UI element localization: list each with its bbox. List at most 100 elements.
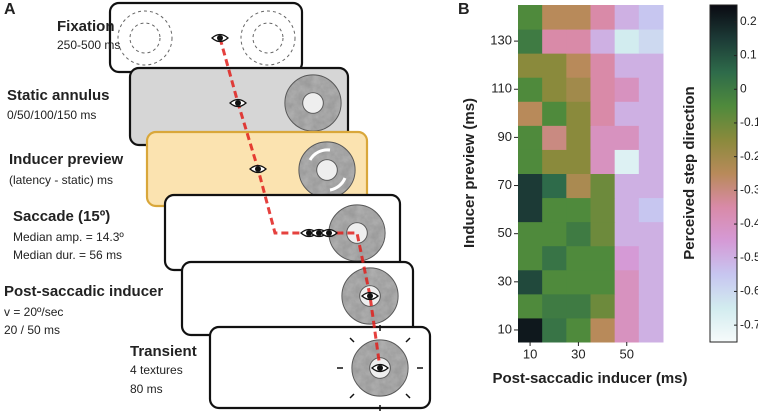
panel-label: B — [458, 1, 470, 18]
heatmap-cell — [638, 53, 664, 78]
frame-note: 250-500 ms — [57, 38, 120, 52]
frame-note: 80 ms — [130, 382, 163, 396]
heatmap-cell — [518, 173, 543, 199]
x-tick-label: 30 — [571, 346, 585, 361]
heatmap-cell — [638, 293, 664, 319]
heatmap-cell — [614, 77, 640, 102]
y-tick-label: 30 — [498, 273, 512, 288]
heatmap-cell — [614, 197, 640, 223]
frame-title: Fixation — [57, 18, 115, 35]
heatmap-cell — [638, 173, 664, 199]
colorbar-tick-label: 0 — [740, 81, 747, 95]
heatmap-cell — [590, 5, 616, 30]
heatmap-cell — [542, 149, 567, 174]
heatmap-cell — [566, 269, 591, 295]
heatmap-cell — [590, 245, 616, 271]
y-tick-label: 110 — [491, 81, 512, 96]
frame — [108, 1, 304, 74]
colorbar-tick-label: -0.6 — [740, 284, 758, 298]
frame-note: v = 20º/sec — [4, 305, 63, 319]
colorbar-label: Perceived step direction — [681, 86, 698, 259]
colorbar-tick-label: -0.4 — [740, 216, 758, 230]
heatmap-cell — [614, 29, 640, 54]
y-tick-label: 50 — [498, 225, 512, 240]
heatmap-cell — [518, 77, 543, 102]
heatmap-cell — [590, 53, 616, 78]
heatmap-cell — [638, 125, 664, 150]
heatmap-cell — [518, 29, 543, 54]
heatmap-cell — [518, 5, 543, 30]
heatmap-cell — [590, 101, 616, 126]
heatmap-cell — [542, 29, 567, 54]
frame-note: 20 / 50 ms — [4, 323, 60, 337]
heatmap-cell — [566, 221, 591, 247]
y-tick-label: 90 — [498, 129, 512, 144]
annulus — [285, 75, 341, 131]
heatmap-cell — [614, 269, 640, 295]
frame-title: Transient — [130, 343, 197, 360]
frame-note: 0/50/100/150 ms — [7, 108, 96, 122]
heatmap-cell — [614, 245, 640, 271]
inducer-arcs — [308, 148, 347, 192]
colorbar-tick-label: -0.5 — [740, 250, 758, 264]
heatmap-cell — [590, 221, 616, 247]
heatmap-cell — [518, 197, 543, 223]
heatmap-cell — [542, 197, 567, 223]
heatmap-cell — [614, 5, 640, 30]
heatmap-cell — [566, 125, 591, 150]
frame-title: Saccade (15º) — [13, 208, 110, 225]
frame-title: Static annulus — [7, 87, 110, 104]
heatmap-cell — [638, 317, 664, 343]
heatmap-cell — [590, 293, 616, 319]
y-tick-label: 10 — [498, 321, 512, 336]
colorbar-tick-label: 0.2 — [740, 14, 757, 28]
heatmap-cell — [638, 269, 664, 295]
heatmap-cell — [518, 245, 543, 271]
heatmap-cell — [542, 125, 567, 150]
heatmap-cell — [590, 125, 616, 150]
frame-note: (latency - static) ms — [9, 173, 113, 187]
y-axis-label: Inducer preview (ms) — [461, 98, 478, 248]
heatmap-cell — [590, 317, 616, 343]
heatmap-cell — [638, 221, 664, 247]
heatmap-cell — [542, 293, 567, 319]
panel-b: B Post-saccadic inducer (ms) Inducer pre… — [458, 1, 758, 387]
heatmap-cell — [590, 29, 616, 54]
heatmap-cell — [566, 173, 591, 199]
heatmap-cell — [638, 77, 664, 102]
heatmap-cell — [518, 125, 543, 150]
heatmap-cell — [542, 5, 567, 30]
frame-note: Median dur. = 56 ms — [13, 248, 122, 262]
heatmap-cell — [542, 101, 567, 126]
heatmap-cell — [638, 5, 664, 30]
colorbar-tick-label: -0.2 — [740, 149, 758, 163]
x-axis-label: Post-saccadic inducer (ms) — [492, 370, 687, 387]
heatmap-cell — [566, 29, 591, 54]
heatmap-cell — [614, 101, 640, 126]
heatmap-cell — [590, 173, 616, 199]
heatmap-cell — [638, 197, 664, 223]
panel-label: A — [4, 1, 16, 18]
x-tick-label: 50 — [620, 346, 634, 361]
heatmap-cell — [566, 197, 591, 223]
frame-labels: Fixation 250-500 ms Static annulus 0/50/… — [4, 18, 197, 396]
heatmap-cell — [638, 29, 664, 54]
frame-title: Inducer preview — [9, 151, 124, 168]
heatmap-cell — [614, 149, 640, 174]
colorbar-tick-label: 0.1 — [740, 48, 757, 62]
heatmap-cell — [518, 101, 543, 126]
heatmap-cell — [542, 173, 567, 199]
x-tick-label: 10 — [523, 346, 537, 361]
heatmap-cell — [566, 245, 591, 271]
heatmap-cell — [614, 317, 640, 343]
heatmap-cell — [614, 293, 640, 319]
heatmap-cell — [638, 149, 664, 174]
heatmap-cell — [542, 53, 567, 78]
heatmap-cell — [614, 173, 640, 199]
heatmap-cell — [614, 53, 640, 78]
colorbar — [709, 4, 738, 343]
colorbar-tick-label: -0.3 — [740, 183, 758, 197]
heatmap-cell — [614, 221, 640, 247]
heatmap-cell — [542, 269, 567, 295]
frame-note: Median amp. = 14.3º — [13, 230, 124, 244]
